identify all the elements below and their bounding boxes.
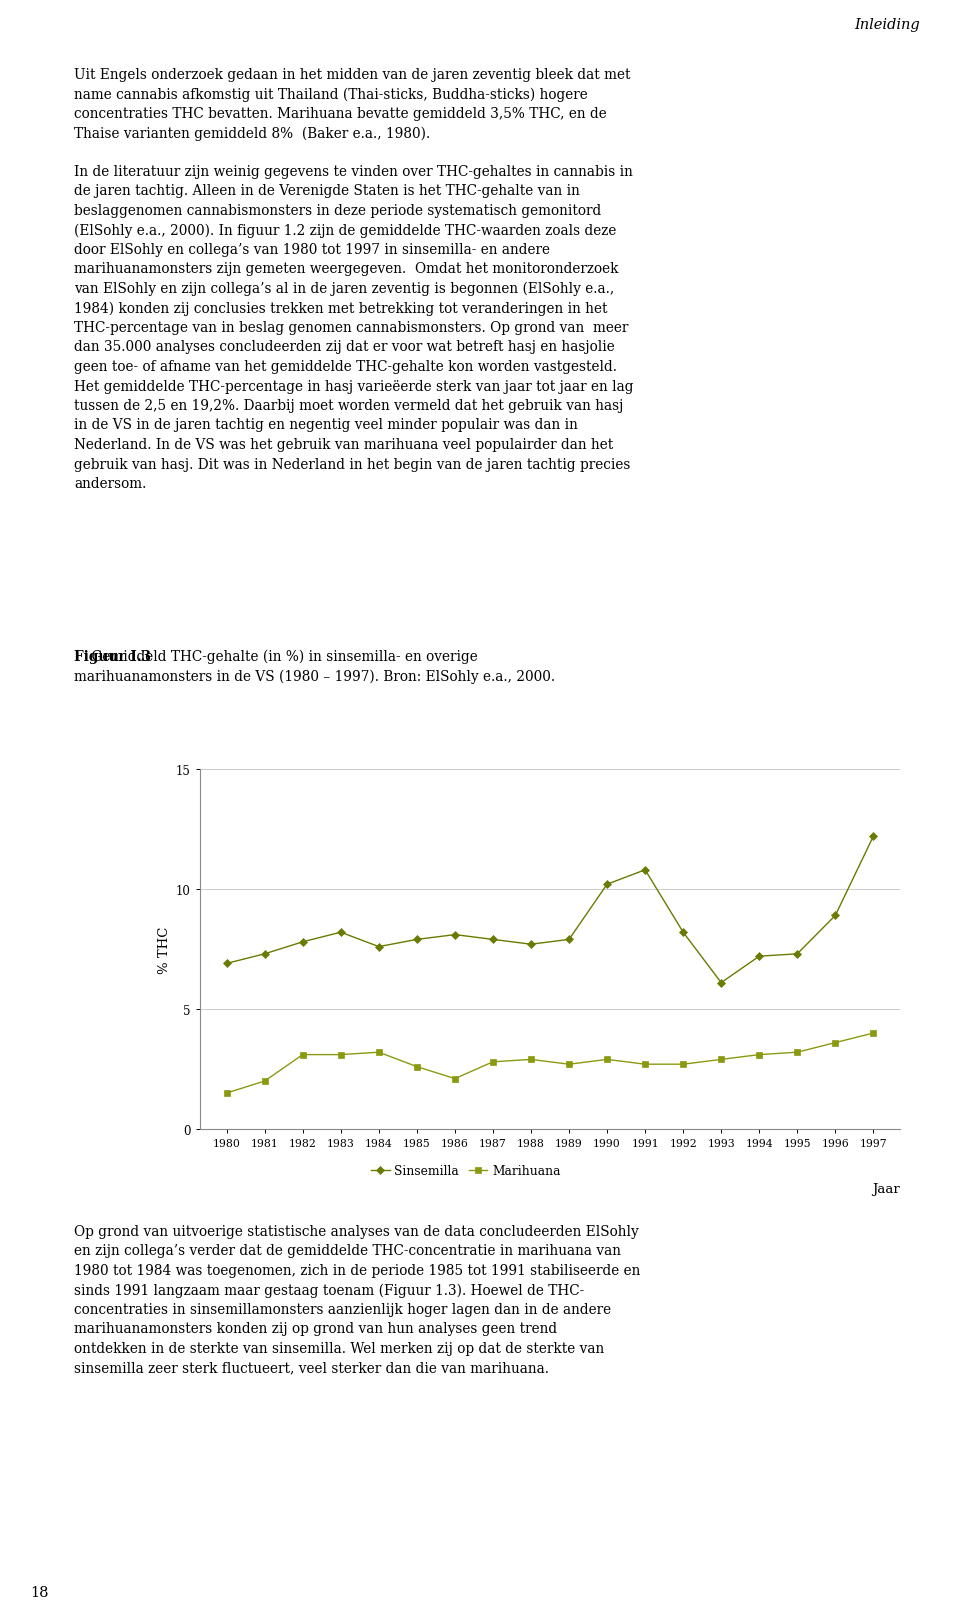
Text: 18: 18 [30,1586,49,1599]
Text: Gemiddeld THC-gehalte (in %) in sinsemilla- en overige: Gemiddeld THC-gehalte (in %) in sinsemil… [74,649,478,664]
Text: marihuanamonsters in de VS (1980 – 1997). Bron: ElSohly e.a., 2000.: marihuanamonsters in de VS (1980 – 1997)… [74,669,555,683]
Text: Op grond van uitvoerige statistische analyses van de data concludeerden ElSohly: Op grond van uitvoerige statistische ana… [74,1224,638,1238]
Text: door ElSohly en collega’s van 1980 tot 1997 in sinsemilla- en andere: door ElSohly en collega’s van 1980 tot 1… [74,243,550,256]
Text: dan 35.000 analyses concludeerden zij dat er voor wat betreft hasj en hasjolie: dan 35.000 analyses concludeerden zij da… [74,341,614,354]
Legend: Sinsemilla, Marihuana: Sinsemilla, Marihuana [367,1160,565,1183]
Text: tussen de 2,5 en 19,2%. Daarbij moet worden vermeld dat het gebruik van hasj: tussen de 2,5 en 19,2%. Daarbij moet wor… [74,399,623,412]
Text: beslaggenomen cannabismonsters in deze periode systematisch gemonitord: beslaggenomen cannabismonsters in deze p… [74,204,601,217]
Text: sinds 1991 langzaam maar gestaag toenam (Figuur 1.3). Hoewel de THC-: sinds 1991 langzaam maar gestaag toenam … [74,1282,585,1297]
Text: andersom.: andersom. [74,477,146,490]
Y-axis label: % THC: % THC [157,925,171,974]
Text: in de VS in de jaren tachtig en negentig veel minder populair was dan in: in de VS in de jaren tachtig en negentig… [74,419,578,432]
Text: 1984) konden zij conclusies trekken met betrekking tot veranderingen in het: 1984) konden zij conclusies trekken met … [74,302,608,316]
Text: sinsemilla zeer sterk fluctueert, veel sterker dan die van marihuana.: sinsemilla zeer sterk fluctueert, veel s… [74,1360,549,1375]
Text: en zijn collega’s verder dat de gemiddelde THC-concentratie in marihuana van: en zijn collega’s verder dat de gemiddel… [74,1243,621,1258]
Text: marihuanamonsters zijn gemeten weergegeven.  Omdat het monitoronderzoek: marihuanamonsters zijn gemeten weergegev… [74,263,618,276]
Text: ontdekken in de sterkte van sinsemilla. Wel merken zij op dat de sterkte van: ontdekken in de sterkte van sinsemilla. … [74,1341,604,1355]
Text: Uit Engels onderzoek gedaan in het midden van de jaren zeventig bleek dat met: Uit Engels onderzoek gedaan in het midde… [74,68,631,81]
Text: marihuanamonsters konden zij op grond van hun analyses geen trend: marihuanamonsters konden zij op grond va… [74,1321,557,1336]
Text: Nederland. In de VS was het gebruik van marihuana veel populairder dan het: Nederland. In de VS was het gebruik van … [74,438,613,451]
Text: In de literatuur zijn weinig gegevens te vinden over THC-gehaltes in cannabis in: In de literatuur zijn weinig gegevens te… [74,166,633,179]
Text: (ElSohly e.a., 2000). In figuur 1.2 zijn de gemiddelde THC-waarden zoals deze: (ElSohly e.a., 2000). In figuur 1.2 zijn… [74,224,616,237]
Text: Het gemiddelde THC-percentage in hasj varieëerde sterk van jaar tot jaar en lag: Het gemiddelde THC-percentage in hasj va… [74,380,634,393]
Text: name cannabis afkomstig uit Thailand (Thai-sticks, Buddha-sticks) hogere: name cannabis afkomstig uit Thailand (Th… [74,88,588,102]
Text: van ElSohly en zijn collega’s al in de jaren zeventig is begonnen (ElSohly e.a.,: van ElSohly en zijn collega’s al in de j… [74,282,614,297]
Text: Inleiding: Inleiding [854,18,920,32]
Text: Jaar: Jaar [873,1182,900,1195]
Text: THC-percentage van in beslag genomen cannabismonsters. Op grond van  meer: THC-percentage van in beslag genomen can… [74,321,629,334]
Text: geen toe- of afname van het gemiddelde THC-gehalte kon worden vastgesteld.: geen toe- of afname van het gemiddelde T… [74,360,617,373]
Text: de jaren tachtig. Alleen in de Verenigde Staten is het THC-gehalte van in: de jaren tachtig. Alleen in de Verenigde… [74,185,580,198]
Text: gebruik van hasj. Dit was in Nederland in het begin van de jaren tachtig precies: gebruik van hasj. Dit was in Nederland i… [74,458,631,471]
Text: concentraties THC bevatten. Marihuana bevatte gemiddeld 3,5% THC, en de: concentraties THC bevatten. Marihuana be… [74,107,607,122]
Text: 1980 tot 1984 was toegenomen, zich in de periode 1985 tot 1991 stabiliseerde en: 1980 tot 1984 was toegenomen, zich in de… [74,1263,640,1277]
Text: Figuur I.3: Figuur I.3 [74,649,151,664]
Text: concentraties in sinsemillamonsters aanzienlijk hoger lagen dan in de andere: concentraties in sinsemillamonsters aanz… [74,1302,612,1316]
Text: Thaise varianten gemiddeld 8%  (Baker e.a., 1980).: Thaise varianten gemiddeld 8% (Baker e.a… [74,127,430,141]
